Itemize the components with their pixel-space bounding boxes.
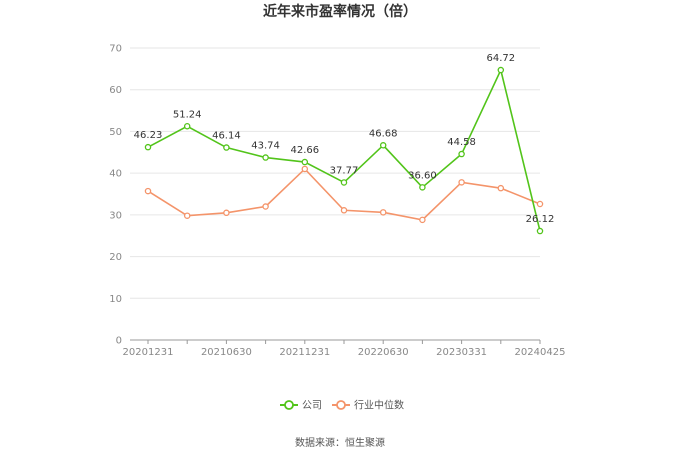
data-point	[223, 209, 230, 217]
data-label: 37.77	[330, 165, 359, 176]
data-label: 44.58	[447, 137, 476, 148]
legend-label: 公司	[302, 401, 322, 412]
series-lines	[144, 66, 544, 235]
y-tick-label: 20	[109, 252, 122, 263]
data-point	[301, 165, 309, 173]
data-label: 64.72	[486, 53, 515, 64]
x-tick-label: 20210630	[201, 347, 252, 358]
data-point	[497, 184, 505, 192]
x-tick-label: 20201231	[123, 347, 174, 358]
data-point	[379, 209, 387, 216]
x-tick-label: 20240425	[515, 347, 566, 358]
data-point	[183, 123, 191, 130]
data-source-note: 数据来源：恒生聚源	[295, 436, 385, 449]
data-point	[340, 207, 348, 214]
data-label: 36.60	[408, 170, 437, 181]
data-point	[262, 154, 269, 161]
data-point	[262, 203, 269, 210]
data-point	[301, 158, 309, 166]
legend: 公司 行业中位数	[280, 399, 404, 412]
data-point	[458, 150, 465, 158]
data-point	[419, 216, 426, 224]
y-tick-label: 70	[109, 44, 122, 55]
x-tick-label: 20230331	[436, 347, 487, 358]
y-tick-label: 50	[109, 127, 122, 138]
y-tick-label: 10	[109, 294, 122, 305]
data-label: 42.66	[290, 145, 319, 156]
legend-marker	[336, 400, 346, 410]
data-point	[144, 187, 152, 195]
y-tick-label: 60	[109, 85, 122, 96]
data-point	[340, 179, 348, 186]
x-tick-label: 20220630	[358, 347, 409, 358]
data-point	[497, 66, 505, 74]
data-point	[379, 142, 387, 149]
data-point	[536, 227, 544, 235]
data-label: 46.68	[369, 128, 398, 139]
legend-marker	[284, 400, 294, 410]
series-line	[147, 67, 541, 232]
y-tick-label: 0	[116, 336, 122, 347]
y-tick-label: 30	[109, 210, 122, 221]
axes: 0 10 20 30 40 50 60 70 20201231 20210630 20211231 2…	[109, 44, 565, 359]
data-label: 46.23	[134, 130, 163, 141]
x-tick-label: 20211231	[279, 347, 330, 358]
data-point	[458, 179, 465, 186]
data-point	[419, 184, 426, 191]
data-label: 51.24	[173, 109, 202, 120]
data-point	[144, 143, 152, 151]
legend-label: 行业中位数	[354, 399, 404, 412]
data-point	[223, 144, 230, 151]
data-label: 43.74	[251, 141, 280, 152]
data-label: 26.12	[526, 214, 555, 225]
data-label: 46.14	[212, 131, 241, 142]
data-point	[183, 212, 191, 219]
y-tick-label: 40	[109, 169, 122, 180]
chart-title: 近年来市盈率情况（倍）	[263, 3, 417, 20]
data-point	[536, 200, 544, 208]
data-labels: 46.23 51.24 46.14 43.74 42.66 37.77 46.68 36.60…	[134, 53, 555, 225]
